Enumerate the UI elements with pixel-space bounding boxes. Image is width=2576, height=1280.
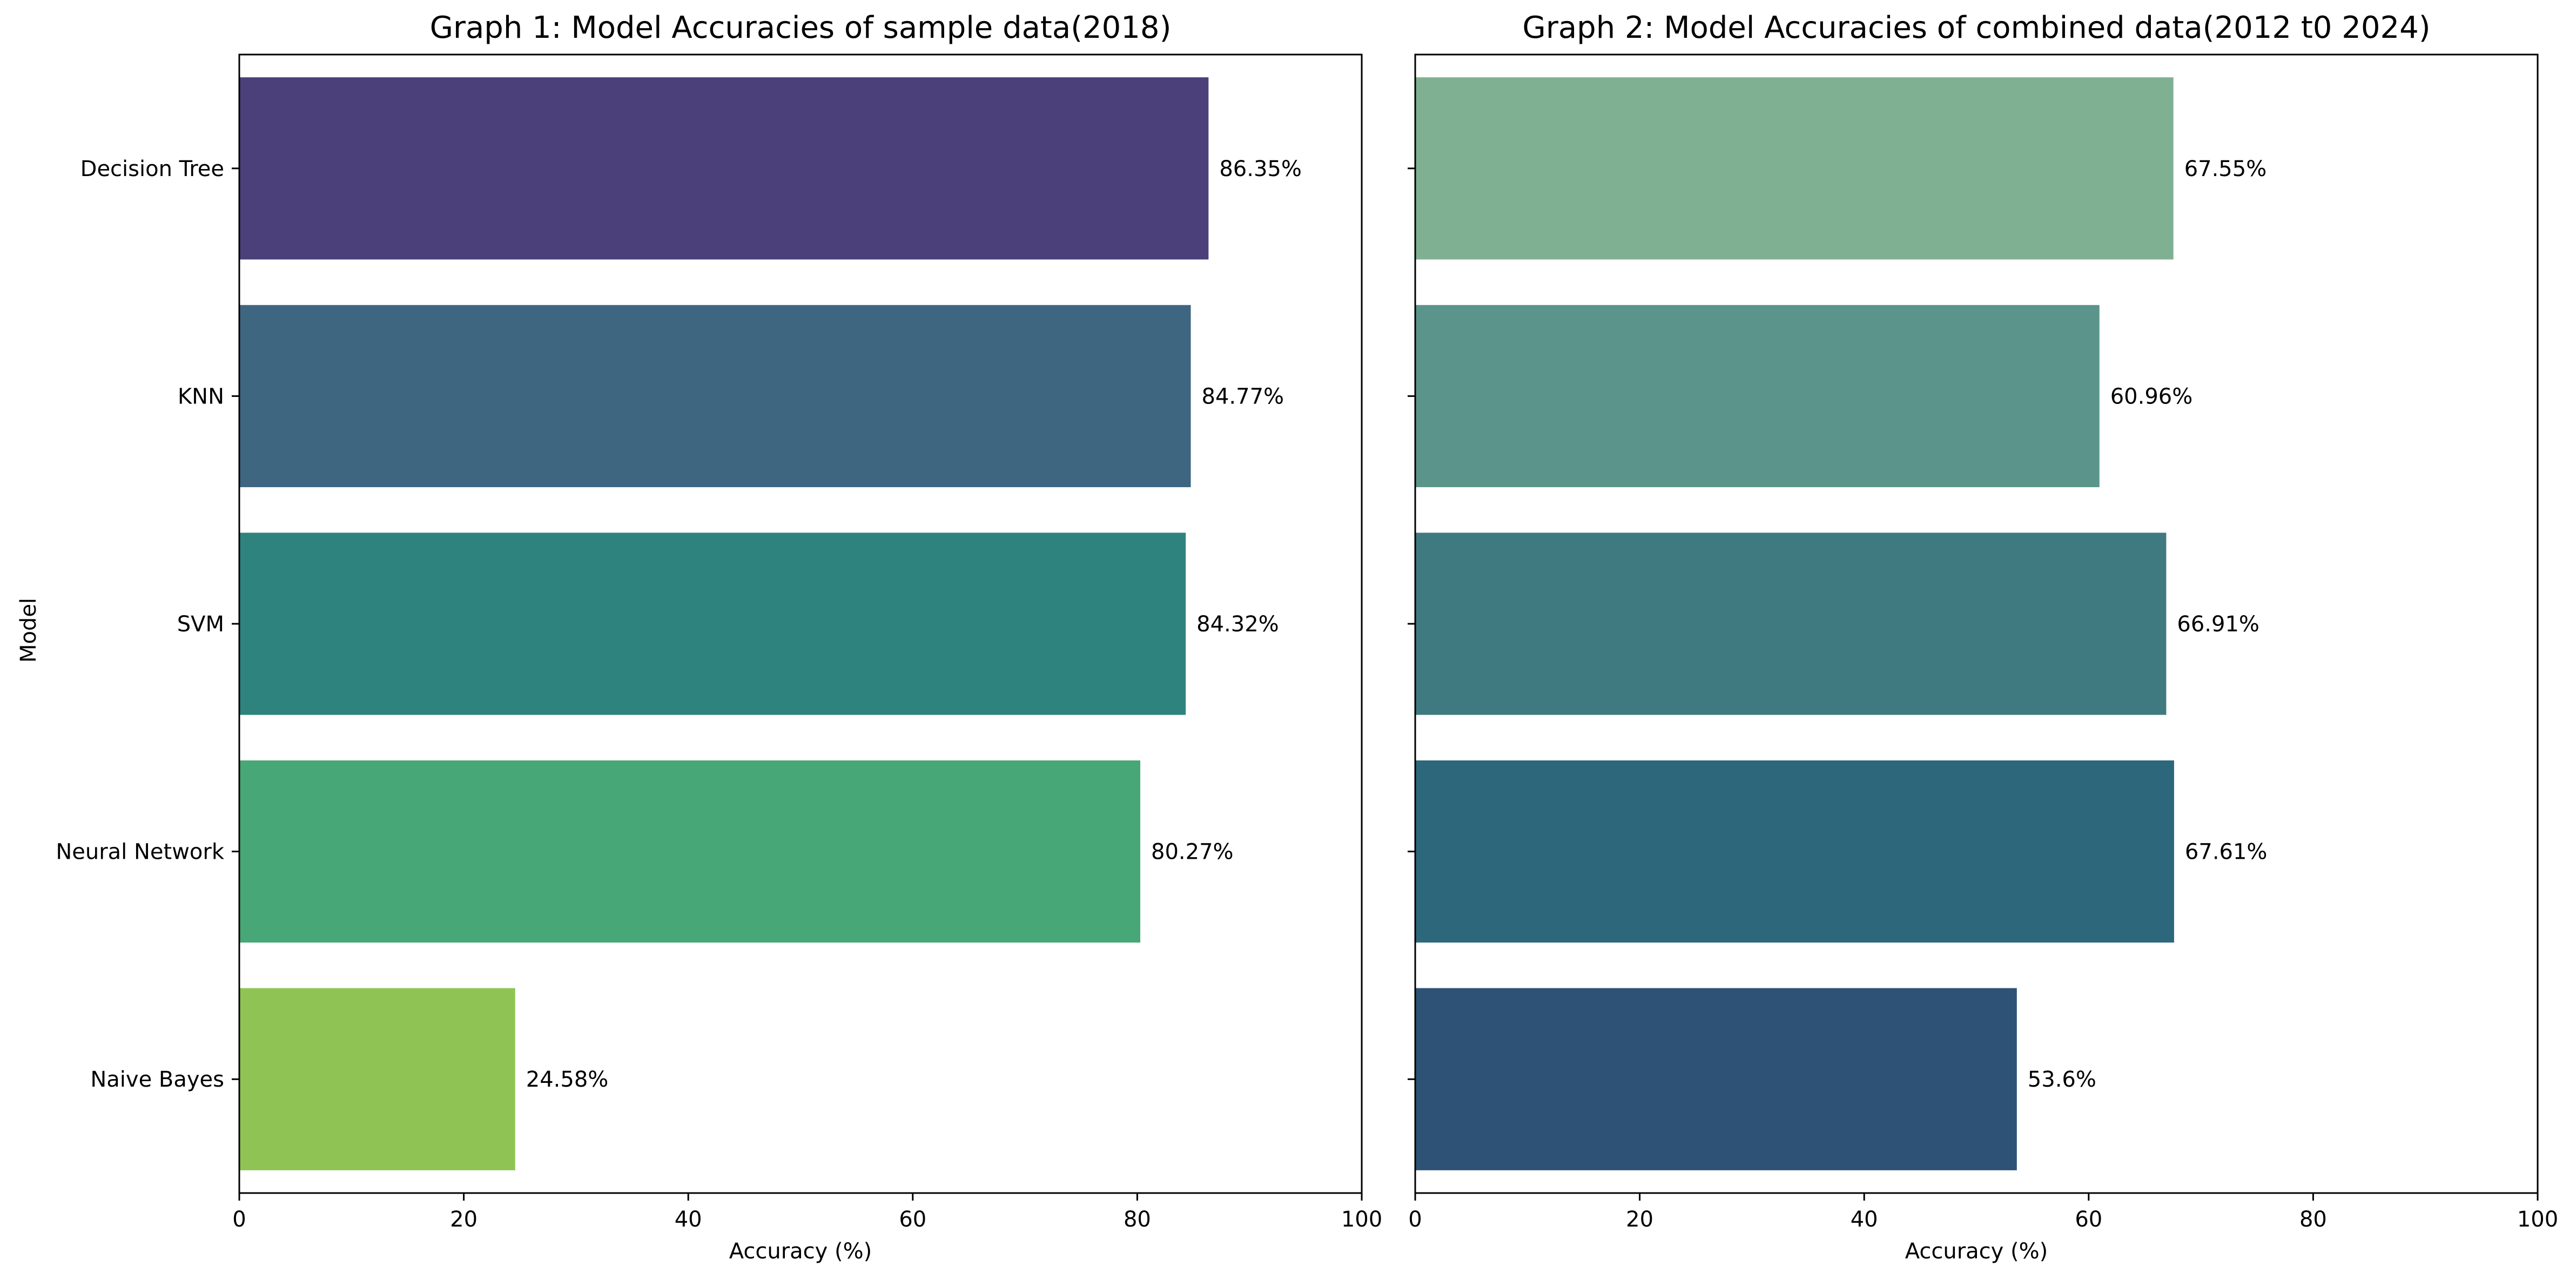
y-tick-label: Decision Tree — [80, 157, 224, 181]
x-tick-label: 40 — [675, 1207, 702, 1232]
panel-1: Graph 1: Model Accuracies of sample data… — [16, 10, 1382, 1264]
bar-decision-tree — [239, 77, 1209, 260]
panel-1-bars — [239, 77, 1209, 1170]
value-label: 60.96% — [2110, 384, 2193, 409]
x-tick-label: 80 — [1124, 1207, 1151, 1232]
x-tick-label: 80 — [2299, 1207, 2327, 1232]
x-tick-label: 20 — [1626, 1207, 1653, 1232]
bar-knn — [1415, 305, 2100, 488]
bar-svm — [239, 533, 1186, 715]
y-tick-label: Naive Bayes — [90, 1067, 224, 1092]
y-tick-label: Neural Network — [56, 840, 225, 865]
panel-2-bars — [1415, 77, 2174, 1170]
panel-2-y-ticks — [1408, 167, 1415, 1080]
panel-1-title: Graph 1: Model Accuracies of sample data… — [430, 10, 1172, 45]
x-tick-label: 0 — [232, 1207, 246, 1232]
bar-decision-tree — [1415, 77, 2174, 260]
value-label: 86.35% — [1219, 157, 1302, 181]
panel-1-y-axis-label: Model — [16, 598, 41, 663]
x-tick-label: 20 — [450, 1207, 477, 1232]
bar-naive-bayes — [1415, 988, 2017, 1170]
panel-1-x-axis-label: Accuracy (%) — [729, 1239, 872, 1264]
value-label: 84.32% — [1196, 612, 1279, 637]
bar-neural-network — [239, 760, 1141, 943]
panel-2-title: Graph 2: Model Accuracies of combined da… — [1522, 10, 2430, 45]
panel-1-x-ticks: 0 20 40 60 80 100 — [232, 1193, 1382, 1232]
panel-2: Graph 2: Model Accuracies of combined da… — [1408, 10, 2558, 1264]
bar-knn — [239, 305, 1191, 488]
value-label: 84.77% — [1202, 384, 1284, 409]
value-label: 24.58% — [526, 1067, 609, 1092]
panel-1-y-ticks: Decision Tree KNN SVM Neural Network Naive B… — [56, 157, 239, 1092]
panel-2-x-ticks: 0 20 40 60 80 100 — [1408, 1193, 2558, 1232]
value-label: 53.6% — [2028, 1067, 2096, 1092]
panel-2-x-axis-label: Accuracy (%) — [1905, 1239, 2048, 1264]
panel-2-axes-frame — [1414, 53, 2539, 1194]
y-tick-label: KNN — [178, 384, 224, 409]
y-tick-label: SVM — [177, 612, 224, 637]
value-label: 80.27% — [1151, 840, 1234, 865]
bar-naive-bayes — [239, 988, 515, 1170]
panel-2-value-labels: 67.55% 60.96% 66.91% 67.61% 53.6% — [2028, 157, 2268, 1092]
value-label: 66.91% — [2177, 612, 2259, 637]
x-tick-label: 100 — [2517, 1207, 2558, 1232]
panel-1-value-labels: 86.35% 84.77% 84.32% 80.27% 24.58% — [526, 157, 1302, 1092]
bar-svm — [1415, 533, 2167, 715]
x-tick-label: 100 — [1341, 1207, 1382, 1232]
panel-1-axes-frame — [238, 53, 1363, 1194]
x-tick-label: 40 — [1851, 1207, 1878, 1232]
value-label: 67.55% — [2184, 157, 2267, 181]
x-tick-label: 0 — [1408, 1207, 1422, 1232]
x-tick-label: 60 — [2075, 1207, 2102, 1232]
x-tick-label: 60 — [899, 1207, 926, 1232]
value-label: 67.61% — [2185, 840, 2268, 865]
bar-neural-network — [1415, 760, 2174, 943]
